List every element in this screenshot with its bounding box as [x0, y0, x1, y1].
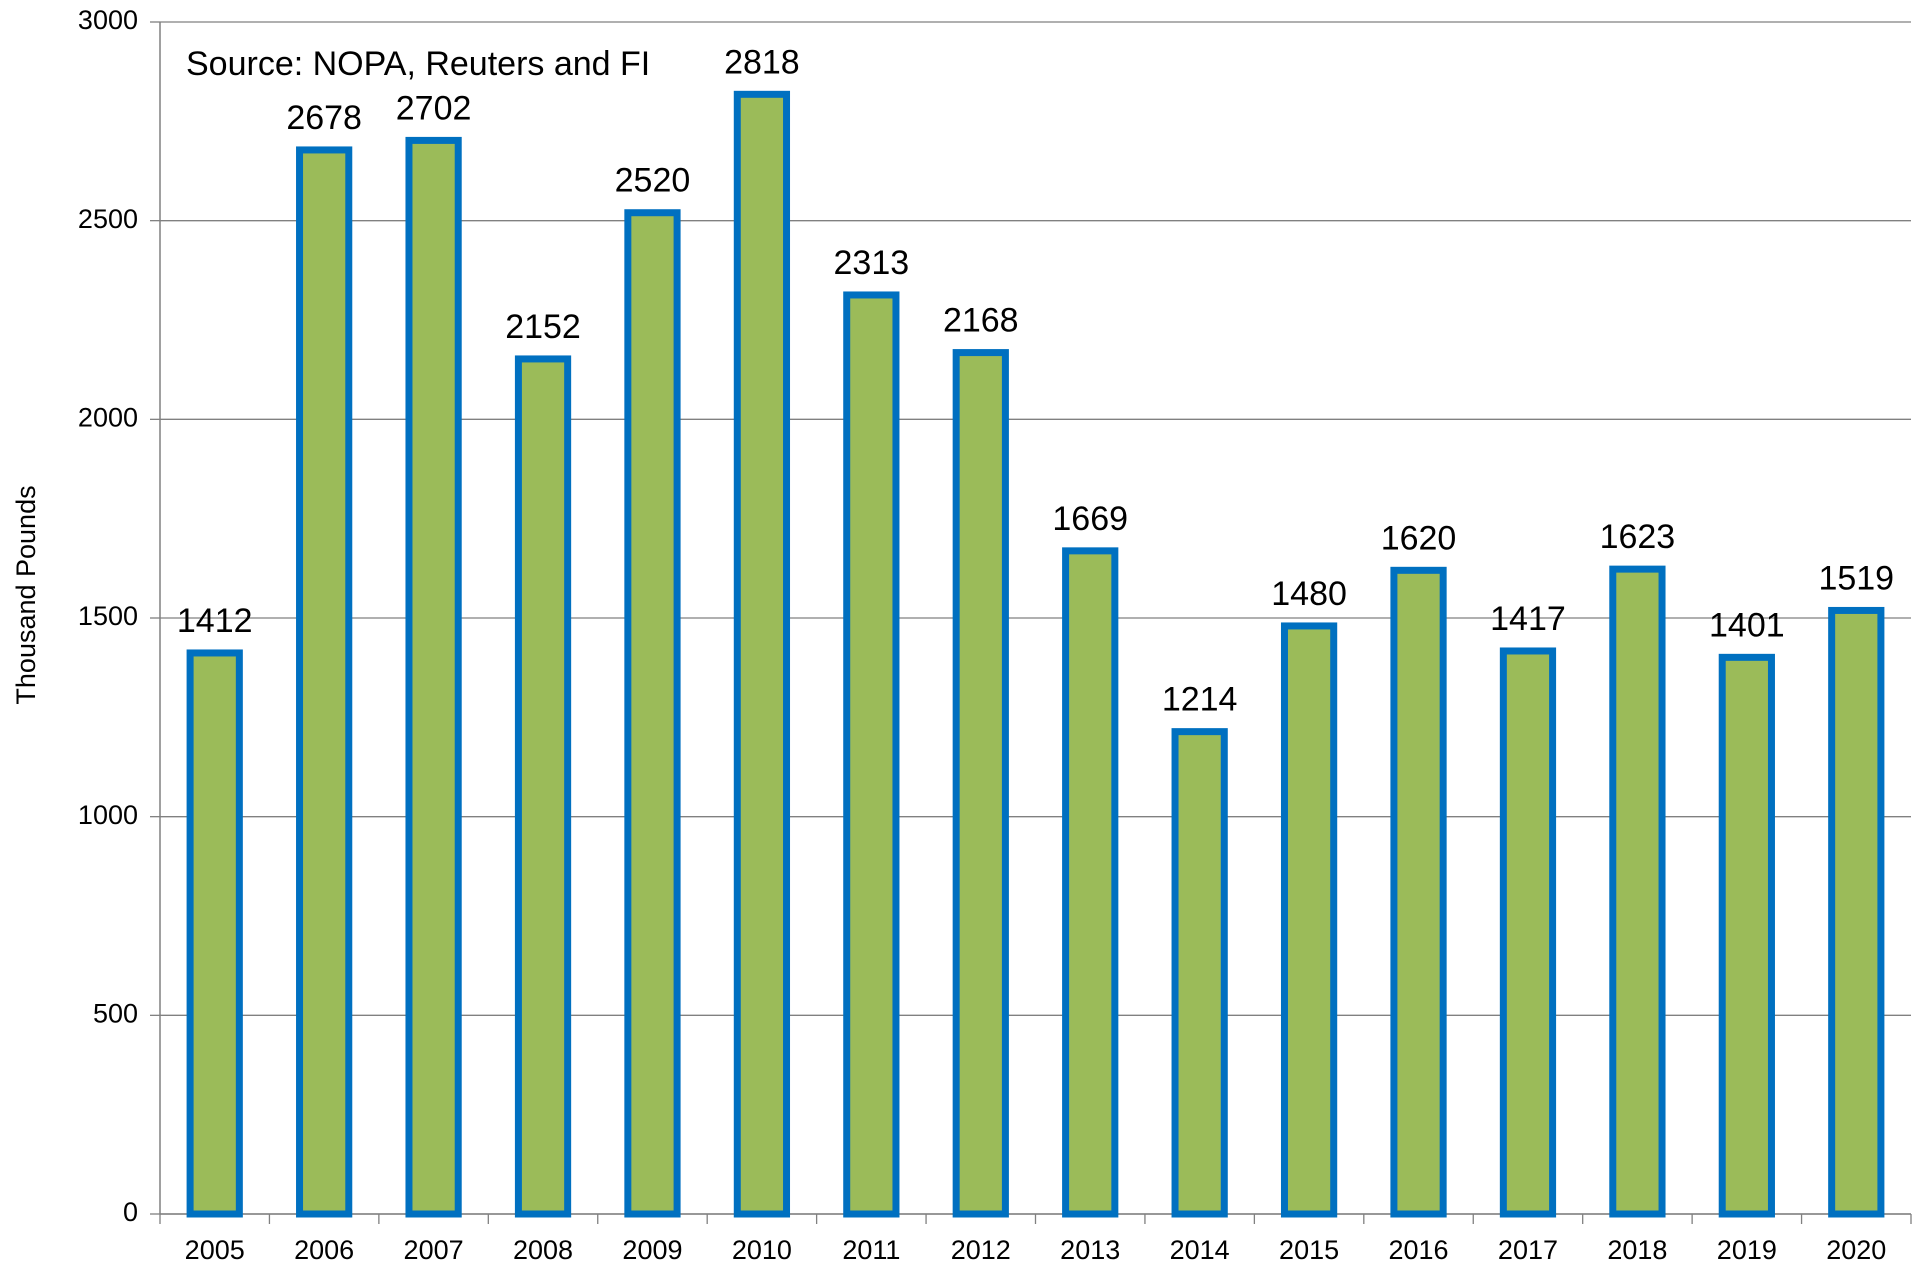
- x-tick-label: 2007: [404, 1235, 464, 1265]
- data-label: 2152: [505, 308, 581, 346]
- bar: [514, 355, 572, 1218]
- x-tick-label: 2014: [1170, 1235, 1230, 1265]
- bar: [1499, 647, 1557, 1218]
- x-tick-label: 2015: [1279, 1235, 1339, 1265]
- bar: [843, 291, 900, 1218]
- data-label: 1620: [1381, 519, 1457, 557]
- bar: [1171, 728, 1228, 1218]
- x-tick-label: 2020: [1826, 1235, 1886, 1265]
- data-label: 1412: [177, 602, 253, 640]
- data-label: 1417: [1490, 600, 1566, 638]
- x-tick-label: 2018: [1607, 1235, 1667, 1265]
- y-axis-label: Thousand Pounds: [11, 485, 41, 704]
- bar: [1609, 565, 1666, 1218]
- x-tick-label: 2008: [513, 1235, 573, 1265]
- x-tick-label: 2010: [732, 1235, 792, 1265]
- x-tick-label: 2005: [185, 1235, 245, 1265]
- x-tick-label: 2016: [1388, 1235, 1448, 1265]
- bar: [1280, 622, 1338, 1218]
- data-label: 1623: [1600, 518, 1676, 556]
- data-label: 1519: [1818, 559, 1894, 597]
- y-tick-label: 1000: [78, 800, 138, 830]
- data-label: 2313: [834, 244, 910, 282]
- x-tick-label: 2006: [294, 1235, 354, 1265]
- y-tick-label: 3000: [78, 5, 138, 35]
- data-label: 2168: [943, 302, 1019, 340]
- y-tick-label: 0: [123, 1197, 138, 1227]
- y-tick-label: 500: [93, 998, 138, 1028]
- bar: [1390, 566, 1447, 1218]
- data-label: 1214: [1162, 681, 1238, 719]
- x-tick-label: 2013: [1060, 1235, 1120, 1265]
- y-tick-label: 2500: [78, 204, 138, 234]
- bar: [186, 649, 243, 1218]
- data-label: 1401: [1709, 606, 1785, 644]
- bar: [296, 146, 353, 1218]
- bar: [1718, 653, 1775, 1218]
- data-label: 2520: [615, 162, 691, 200]
- x-tick-label: 2009: [622, 1235, 682, 1265]
- data-label: 1480: [1271, 575, 1347, 613]
- data-label: 2818: [724, 43, 800, 81]
- bar: [733, 90, 791, 1218]
- x-tick-label: 2017: [1498, 1235, 1558, 1265]
- data-label: 2678: [286, 99, 362, 137]
- bar: [405, 136, 462, 1218]
- x-tick-label: 2011: [842, 1235, 900, 1265]
- x-tick-label: 2019: [1717, 1235, 1777, 1265]
- bar: [1062, 547, 1119, 1218]
- y-tick-label: 1500: [78, 601, 138, 631]
- x-tick-label: 2012: [951, 1235, 1011, 1265]
- bar: [624, 209, 681, 1218]
- y-tick-label: 2000: [78, 402, 138, 432]
- annotation: Source: NOPA, Reuters and FI: [186, 45, 650, 83]
- bar: [1828, 606, 1885, 1218]
- data-label: 1669: [1052, 500, 1128, 538]
- bar: [952, 349, 1009, 1218]
- data-label: 2702: [396, 89, 472, 127]
